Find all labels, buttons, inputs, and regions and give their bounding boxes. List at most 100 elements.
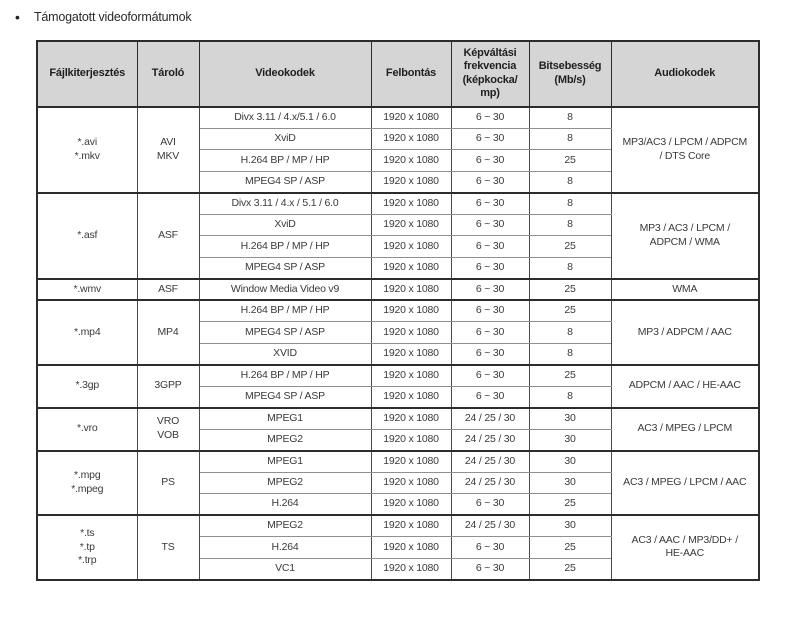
bit-rate-cell: 25: [528, 277, 612, 301]
frame-rate-cell: 24 / 25 / 30: [450, 406, 530, 430]
frame-rate-cell: 6 ~ 30: [450, 299, 530, 323]
frame-rate-cell: 24 / 25 / 30: [450, 449, 530, 473]
table-row: *.vro VRO VOB MPEG1 1920 x 1080 24 / 25 / 30…: [36, 406, 760, 452]
bit-rate-cell: 8: [528, 127, 612, 151]
resolution-cell: 1920 x 1080: [370, 170, 452, 194]
video-codec-cell: XVID: [198, 342, 372, 366]
frame-rate-cell: 24 / 25 / 30: [450, 514, 530, 538]
video-codec-cell: Divx 3.11 / 4.x/5.1 / 6.0: [198, 105, 372, 129]
column-header: Videokodek: [198, 40, 372, 108]
frame-rate-cell: 6 ~ 30: [450, 191, 530, 215]
resolution-cell: 1920 x 1080: [370, 406, 452, 430]
video-codec-cell: Window Media Video v9: [198, 277, 372, 301]
bit-rate-cell: 30: [528, 428, 612, 452]
file-extension-cell: *.vro: [36, 406, 138, 452]
container-cell: AVI MKV: [136, 105, 200, 194]
file-extension-cell: *.wmv: [36, 277, 138, 301]
bit-rate-cell: 8: [528, 342, 612, 366]
video-codec-cell: MPEG4 SP / ASP: [198, 385, 372, 409]
table-row: XviD 1920 x 1080 6 ~ 30 8: [37, 213, 759, 237]
resolution-cell: 1920 x 1080: [370, 149, 452, 172]
video-codec-cell: H.264 BP / MP / HP: [198, 149, 372, 172]
audio-codec-cell: ADPCM / AAC / HE-AAC: [610, 363, 760, 409]
resolution-cell: 1920 x 1080: [370, 191, 452, 215]
video-codec-cell: H.264 BP / MP / HP: [198, 363, 372, 387]
resolution-cell: 1920 x 1080: [370, 385, 452, 409]
frame-rate-cell: 6 ~ 30: [450, 536, 530, 559]
column-header: Fájlkiterjesztés: [36, 40, 138, 108]
bit-rate-cell: 30: [528, 471, 612, 495]
resolution-cell: 1920 x 1080: [370, 321, 452, 344]
audio-codec-cell: AC3 / MPEG / LPCM: [610, 406, 760, 452]
table-row: MPEG4 SP / ASP 1920 x 1080 6 ~ 30 8: [37, 256, 759, 280]
table-row: *.wmv ASF Window Media Video v9 1920 x 1080…: [36, 277, 760, 301]
resolution-cell: 1920 x 1080: [370, 493, 452, 516]
frame-rate-cell: 6 ~ 30: [450, 493, 530, 516]
section-title-row: • Támogatott videoformátumok: [13, 9, 798, 25]
resolution-cell: 1920 x 1080: [370, 449, 452, 473]
video-codec-cell: VC1: [198, 557, 372, 581]
table-row: *.3gp 3GPP H.264 BP / MP / HP 1920 x 1080 6 …: [36, 363, 760, 409]
video-codec-cell: MPEG1: [198, 406, 372, 430]
video-codec-cell: MPEG2: [198, 428, 372, 452]
audio-codec-cell: MP3 / AC3 / LPCM / ADPCM / WMA: [610, 191, 760, 280]
frame-rate-cell: 6 ~ 30: [450, 127, 530, 151]
container-cell: VRO VOB: [136, 406, 200, 452]
table-row: *.mp4 MP4 H.264 BP / MP / HP 1920 x 1080 6 ~…: [36, 299, 760, 366]
frame-rate-cell: 6 ~ 30: [450, 363, 530, 387]
video-codec-cell: MPEG2: [198, 514, 372, 538]
frame-rate-cell: 6 ~ 30: [450, 235, 530, 258]
table-body: *.avi *.mkv AVI MKV Divx 3.11 / 4.x/5.1 / …: [36, 105, 760, 581]
bit-rate-cell: 30: [528, 449, 612, 473]
resolution-cell: 1920 x 1080: [370, 557, 452, 581]
resolution-cell: 1920 x 1080: [370, 514, 452, 538]
bit-rate-cell: 25: [528, 363, 612, 387]
table-row: MPEG2 1920 x 1080 24 / 25 / 30 30: [37, 471, 759, 495]
table-row: MPEG2 1920 x 1080 24 / 25 / 30 30: [37, 428, 759, 452]
bit-rate-cell: 25: [528, 235, 612, 258]
container-cell: PS: [136, 449, 200, 516]
frame-rate-cell: 24 / 25 / 30: [450, 428, 530, 452]
audio-codec-cell: AC3 / MPEG / LPCM / AAC: [610, 449, 760, 516]
frame-rate-cell: 6 ~ 30: [450, 149, 530, 172]
table-row: H.264 1920 x 1080 6 ~ 30 25: [37, 536, 759, 559]
bit-rate-cell: 30: [528, 406, 612, 430]
table-header-row: Fájlkiterjesztés Tároló Videokodek Felbontá…: [36, 40, 760, 108]
container-cell: ASF: [136, 277, 200, 301]
video-codec-cell: Divx 3.11 / 4.x / 5.1 / 6.0: [198, 191, 372, 215]
container-cell: MP4: [136, 299, 200, 366]
resolution-cell: 1920 x 1080: [370, 235, 452, 258]
frame-rate-cell: 6 ~ 30: [450, 213, 530, 237]
table-row: *.mpg *.mpeg PS MPEG1 1920 x 1080 24 / 25 / …: [36, 449, 760, 516]
column-header: Bitsebesség (Mb/s): [528, 40, 612, 108]
table-row: H.264 BP / MP / HP 1920 x 1080 6 ~ 30 25: [37, 149, 759, 172]
resolution-cell: 1920 x 1080: [370, 428, 452, 452]
video-codec-cell: H.264: [198, 493, 372, 516]
bit-rate-cell: 8: [528, 191, 612, 215]
page-title: Támogatott videoformátumok: [34, 10, 192, 24]
audio-codec-cell: MP3/AC3 / LPCM / ADPCM / DTS Core: [610, 105, 760, 194]
table-row: *.asf ASF Divx 3.11 / 4.x / 5.1 / 6.0 1920 …: [36, 191, 760, 280]
resolution-cell: 1920 x 1080: [370, 256, 452, 280]
frame-rate-cell: 6 ~ 30: [450, 557, 530, 581]
bit-rate-cell: 8: [528, 321, 612, 344]
bit-rate-cell: 25: [528, 299, 612, 323]
audio-codec-cell: WMA: [610, 277, 760, 301]
audio-codec-cell: MP3 / ADPCM / AAC: [610, 299, 760, 366]
supported-video-formats-table: Fájlkiterjesztés Tároló Videokodek Felbontá…: [36, 40, 760, 581]
frame-rate-cell: 6 ~ 30: [450, 342, 530, 366]
frame-rate-cell: 24 / 25 / 30: [450, 471, 530, 495]
table-row: *.ts *.tp *.trp TS MPEG2 1920 x 1080 24 / 25…: [36, 514, 760, 581]
resolution-cell: 1920 x 1080: [370, 213, 452, 237]
video-codec-cell: H.264: [198, 536, 372, 559]
file-extension-cell: *.asf: [36, 191, 138, 280]
resolution-cell: 1920 x 1080: [370, 105, 452, 129]
column-header: Képváltási frekvencia (képkocka/ mp): [450, 40, 530, 108]
container-cell: TS: [136, 514, 200, 581]
resolution-cell: 1920 x 1080: [370, 471, 452, 495]
frame-rate-cell: 6 ~ 30: [450, 105, 530, 129]
frame-rate-cell: 6 ~ 30: [450, 170, 530, 194]
video-codec-cell: XviD: [198, 127, 372, 151]
bullet-icon: •: [15, 9, 20, 25]
